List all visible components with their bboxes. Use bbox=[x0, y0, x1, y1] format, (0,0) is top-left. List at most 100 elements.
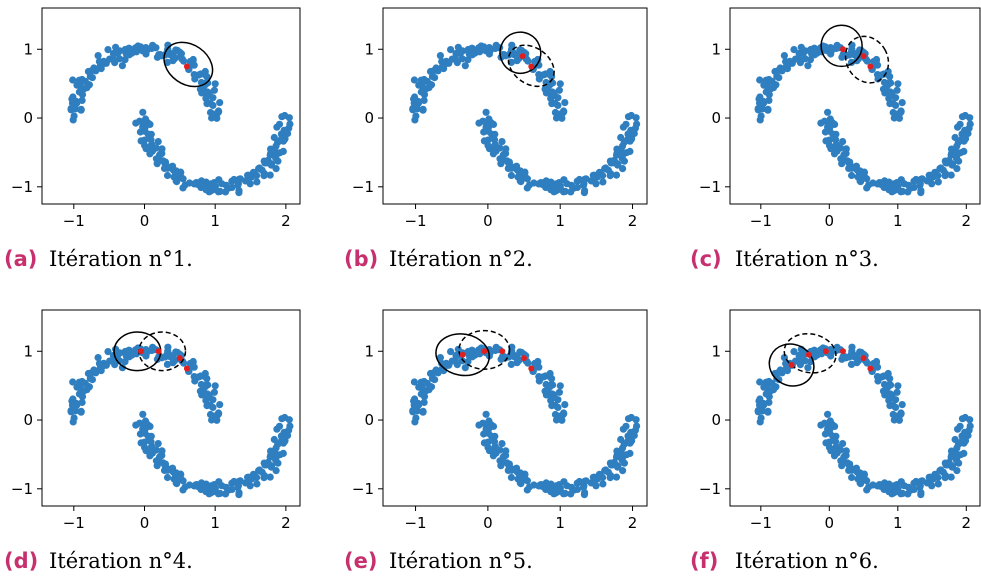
centroid-point bbox=[840, 46, 846, 53]
data-point bbox=[595, 168, 604, 176]
data-point bbox=[941, 472, 950, 480]
data-point bbox=[521, 475, 529, 483]
data-point bbox=[185, 179, 194, 187]
data-point bbox=[613, 145, 621, 153]
data-point bbox=[554, 488, 562, 496]
data-point bbox=[910, 479, 918, 487]
caption-text: Itération n°6. bbox=[735, 549, 879, 573]
data-point bbox=[581, 477, 589, 485]
data-point bbox=[617, 435, 625, 444]
data-point bbox=[75, 390, 83, 398]
data-point bbox=[898, 99, 906, 107]
data-point bbox=[573, 479, 581, 487]
data-point bbox=[524, 57, 532, 65]
data-point bbox=[173, 178, 181, 186]
data-point bbox=[491, 44, 499, 53]
data-point bbox=[554, 186, 562, 194]
data-point bbox=[414, 399, 422, 408]
data-point bbox=[235, 187, 243, 195]
data-point bbox=[412, 414, 420, 422]
data-point bbox=[765, 96, 773, 104]
data-point bbox=[780, 52, 789, 60]
data-point bbox=[266, 473, 274, 481]
caption-letter: (e) bbox=[344, 549, 377, 573]
x-tick-label: −1 bbox=[750, 212, 772, 230]
data-point bbox=[485, 145, 494, 153]
data-point bbox=[464, 358, 472, 366]
panel-caption: (b) Itération n°2. bbox=[344, 247, 533, 271]
data-point bbox=[156, 150, 165, 158]
data-point bbox=[832, 44, 840, 53]
x-tick-label: 1 bbox=[893, 212, 903, 230]
data-point bbox=[958, 432, 966, 440]
data-point bbox=[211, 382, 219, 390]
data-point bbox=[203, 381, 211, 389]
caption-text: Itération n°2. bbox=[389, 247, 533, 271]
data-point bbox=[431, 74, 439, 82]
data-point bbox=[804, 62, 812, 70]
data-point bbox=[272, 152, 280, 160]
data-point bbox=[480, 430, 488, 438]
panel-1: −1 0 1 2 −1 0 1 (a) Itération n°1. bbox=[4, 7, 301, 271]
data-point bbox=[270, 435, 278, 444]
data-point bbox=[926, 476, 934, 484]
data-point bbox=[163, 360, 171, 368]
data-point bbox=[599, 178, 607, 186]
data-point bbox=[614, 161, 622, 169]
y-tick-label: 1 bbox=[23, 342, 33, 360]
data-point bbox=[960, 147, 968, 155]
data-point bbox=[214, 409, 223, 417]
data-point bbox=[826, 425, 834, 433]
data-point bbox=[848, 343, 856, 351]
data-point bbox=[839, 353, 847, 361]
data-point bbox=[764, 408, 772, 416]
data-point bbox=[215, 478, 223, 486]
panel-caption: (d) Itération n°4. bbox=[4, 549, 193, 573]
data-point bbox=[286, 120, 294, 128]
data-point bbox=[951, 435, 959, 444]
data-point bbox=[73, 81, 81, 89]
data-point bbox=[948, 161, 956, 169]
panel-caption: (a) Itération n°1. bbox=[4, 247, 193, 271]
y-tick-label: 1 bbox=[364, 40, 374, 58]
data-point bbox=[194, 71, 202, 79]
data-point bbox=[485, 123, 493, 131]
data-point bbox=[757, 112, 765, 120]
panel-2: −1 0 1 2 −1 0 1 (b) Itération n°2. bbox=[344, 7, 648, 271]
centroid-point bbox=[459, 351, 466, 358]
data-point bbox=[790, 348, 798, 356]
data-point bbox=[281, 413, 289, 422]
x-tick-label: 1 bbox=[210, 212, 220, 230]
data-point bbox=[771, 67, 779, 76]
data-point bbox=[947, 473, 955, 481]
x-tick-label: 0 bbox=[483, 212, 493, 230]
panel-caption: (c) Itération n°3. bbox=[690, 247, 879, 271]
data-point bbox=[547, 381, 556, 389]
data-point bbox=[507, 360, 515, 368]
data-point bbox=[253, 178, 261, 186]
data-point bbox=[561, 401, 569, 409]
data-point bbox=[94, 52, 102, 60]
data-point bbox=[431, 376, 439, 384]
data-point bbox=[602, 466, 610, 474]
data-point bbox=[454, 345, 462, 353]
centroid-point bbox=[860, 355, 867, 362]
centroid-point bbox=[867, 63, 874, 70]
data-point bbox=[245, 174, 253, 182]
data-point bbox=[266, 171, 274, 179]
data-point bbox=[507, 171, 515, 180]
data-point bbox=[827, 145, 835, 153]
data-point bbox=[139, 410, 147, 418]
data-point bbox=[480, 128, 488, 136]
data-point bbox=[775, 74, 783, 82]
data-point bbox=[872, 55, 881, 64]
data-point bbox=[272, 454, 280, 462]
data-point bbox=[523, 184, 531, 192]
data-point bbox=[804, 364, 812, 372]
data-point bbox=[142, 145, 150, 153]
data-point bbox=[560, 409, 568, 417]
data-point bbox=[203, 100, 211, 108]
data-point bbox=[267, 161, 275, 169]
data-point bbox=[951, 133, 959, 142]
data-point bbox=[966, 120, 974, 128]
